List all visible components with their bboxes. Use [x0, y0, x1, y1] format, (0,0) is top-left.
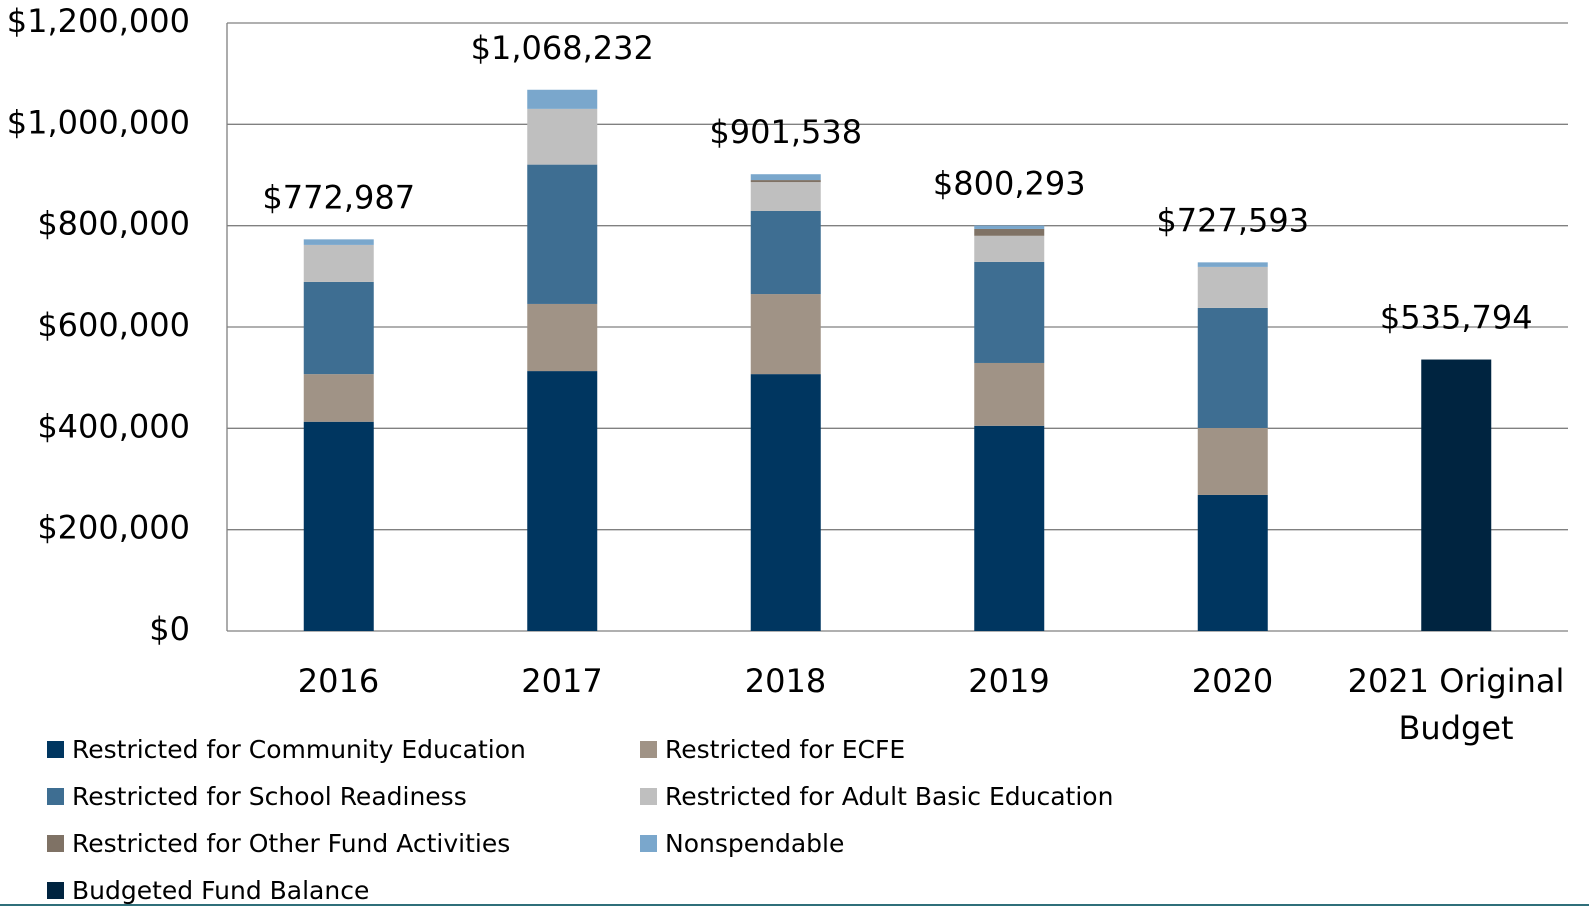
bar-segment	[1197, 494, 1268, 631]
legend-item: Restricted for Community Education	[47, 732, 526, 766]
bar-segment	[527, 108, 598, 165]
x-tick-label: 2016	[297, 662, 380, 700]
bar-segment	[750, 174, 821, 181]
bar-segment	[750, 374, 821, 631]
legend-label: Restricted for Community Education	[72, 734, 526, 764]
bar-segment	[527, 303, 598, 372]
total-label: $535,794	[1380, 299, 1533, 337]
bar-segment	[303, 244, 374, 282]
bar-segment	[1421, 359, 1492, 631]
x-tick-label: 2018	[744, 662, 827, 700]
bar-segment	[750, 294, 821, 375]
legend-swatch	[640, 787, 657, 805]
legend-label: Nonspendable	[665, 828, 845, 858]
bar-segment	[974, 228, 1045, 236]
bar-segment	[527, 371, 598, 631]
bar-segment	[750, 180, 821, 183]
bar-segment	[750, 210, 821, 295]
x-tick-label: 2020	[1191, 662, 1274, 700]
total-label: $727,593	[1156, 201, 1309, 239]
legend-item: Restricted for ECFE	[640, 732, 905, 766]
legend-swatch	[47, 787, 64, 805]
y-tick-label: $0	[149, 610, 190, 648]
bar-segment	[303, 421, 374, 631]
legend-label: Budgeted Fund Balance	[72, 875, 370, 905]
total-label: $772,987	[262, 178, 415, 216]
legend-swatch	[47, 740, 64, 758]
total-label: $1,068,232	[471, 29, 654, 67]
total-label: $901,538	[709, 113, 862, 151]
bar-segment	[1197, 427, 1268, 495]
legend-swatch	[47, 834, 64, 852]
legend-swatch	[640, 834, 657, 852]
bar-segment	[303, 281, 374, 375]
legend-item: Nonspendable	[640, 826, 844, 860]
y-tick-label: $200,000	[37, 509, 190, 547]
legend-item: Restricted for School Readiness	[47, 779, 467, 813]
legend-label: Restricted for School Readiness	[72, 781, 467, 811]
legend-label: Restricted for Adult Basic Education	[665, 781, 1114, 811]
bar-segment	[1197, 262, 1268, 267]
bar-segment	[1197, 266, 1268, 308]
y-tick-label: $1,000,000	[7, 103, 190, 141]
bar-segment	[974, 235, 1045, 262]
x-tick-label: 2019	[968, 662, 1050, 700]
x-tick-label: 2017	[521, 662, 603, 700]
y-tick-label: $800,000	[37, 205, 190, 243]
legend-label: Restricted for Other Fund Activities	[72, 828, 511, 858]
legend-swatch	[640, 740, 657, 758]
legend-label: Restricted for ECFE	[665, 734, 906, 764]
total-label: $800,293	[933, 165, 1086, 203]
bar-segment	[1197, 307, 1268, 428]
bar-segment	[974, 362, 1045, 426]
legend-item: Restricted for Other Fund Activities	[47, 826, 510, 860]
bar-segment	[974, 225, 1045, 229]
bar-segment	[527, 89, 598, 109]
legend-item: Budgeted Fund Balance	[47, 873, 369, 907]
bar-segment	[974, 261, 1045, 363]
y-tick-label: $1,200,000	[7, 2, 190, 40]
bar-segment	[750, 182, 821, 211]
bar-segment	[974, 425, 1045, 631]
y-tick-label: $600,000	[37, 306, 190, 344]
y-tick-label: $400,000	[37, 407, 190, 445]
bar-segment	[303, 239, 374, 245]
bar-segment	[303, 374, 374, 422]
legend-swatch	[47, 881, 64, 899]
x-tick-label: 2021 Original Budget	[1347, 662, 1565, 747]
legend-item: Restricted for Adult Basic Education	[640, 779, 1113, 813]
bar-segment	[527, 164, 598, 304]
